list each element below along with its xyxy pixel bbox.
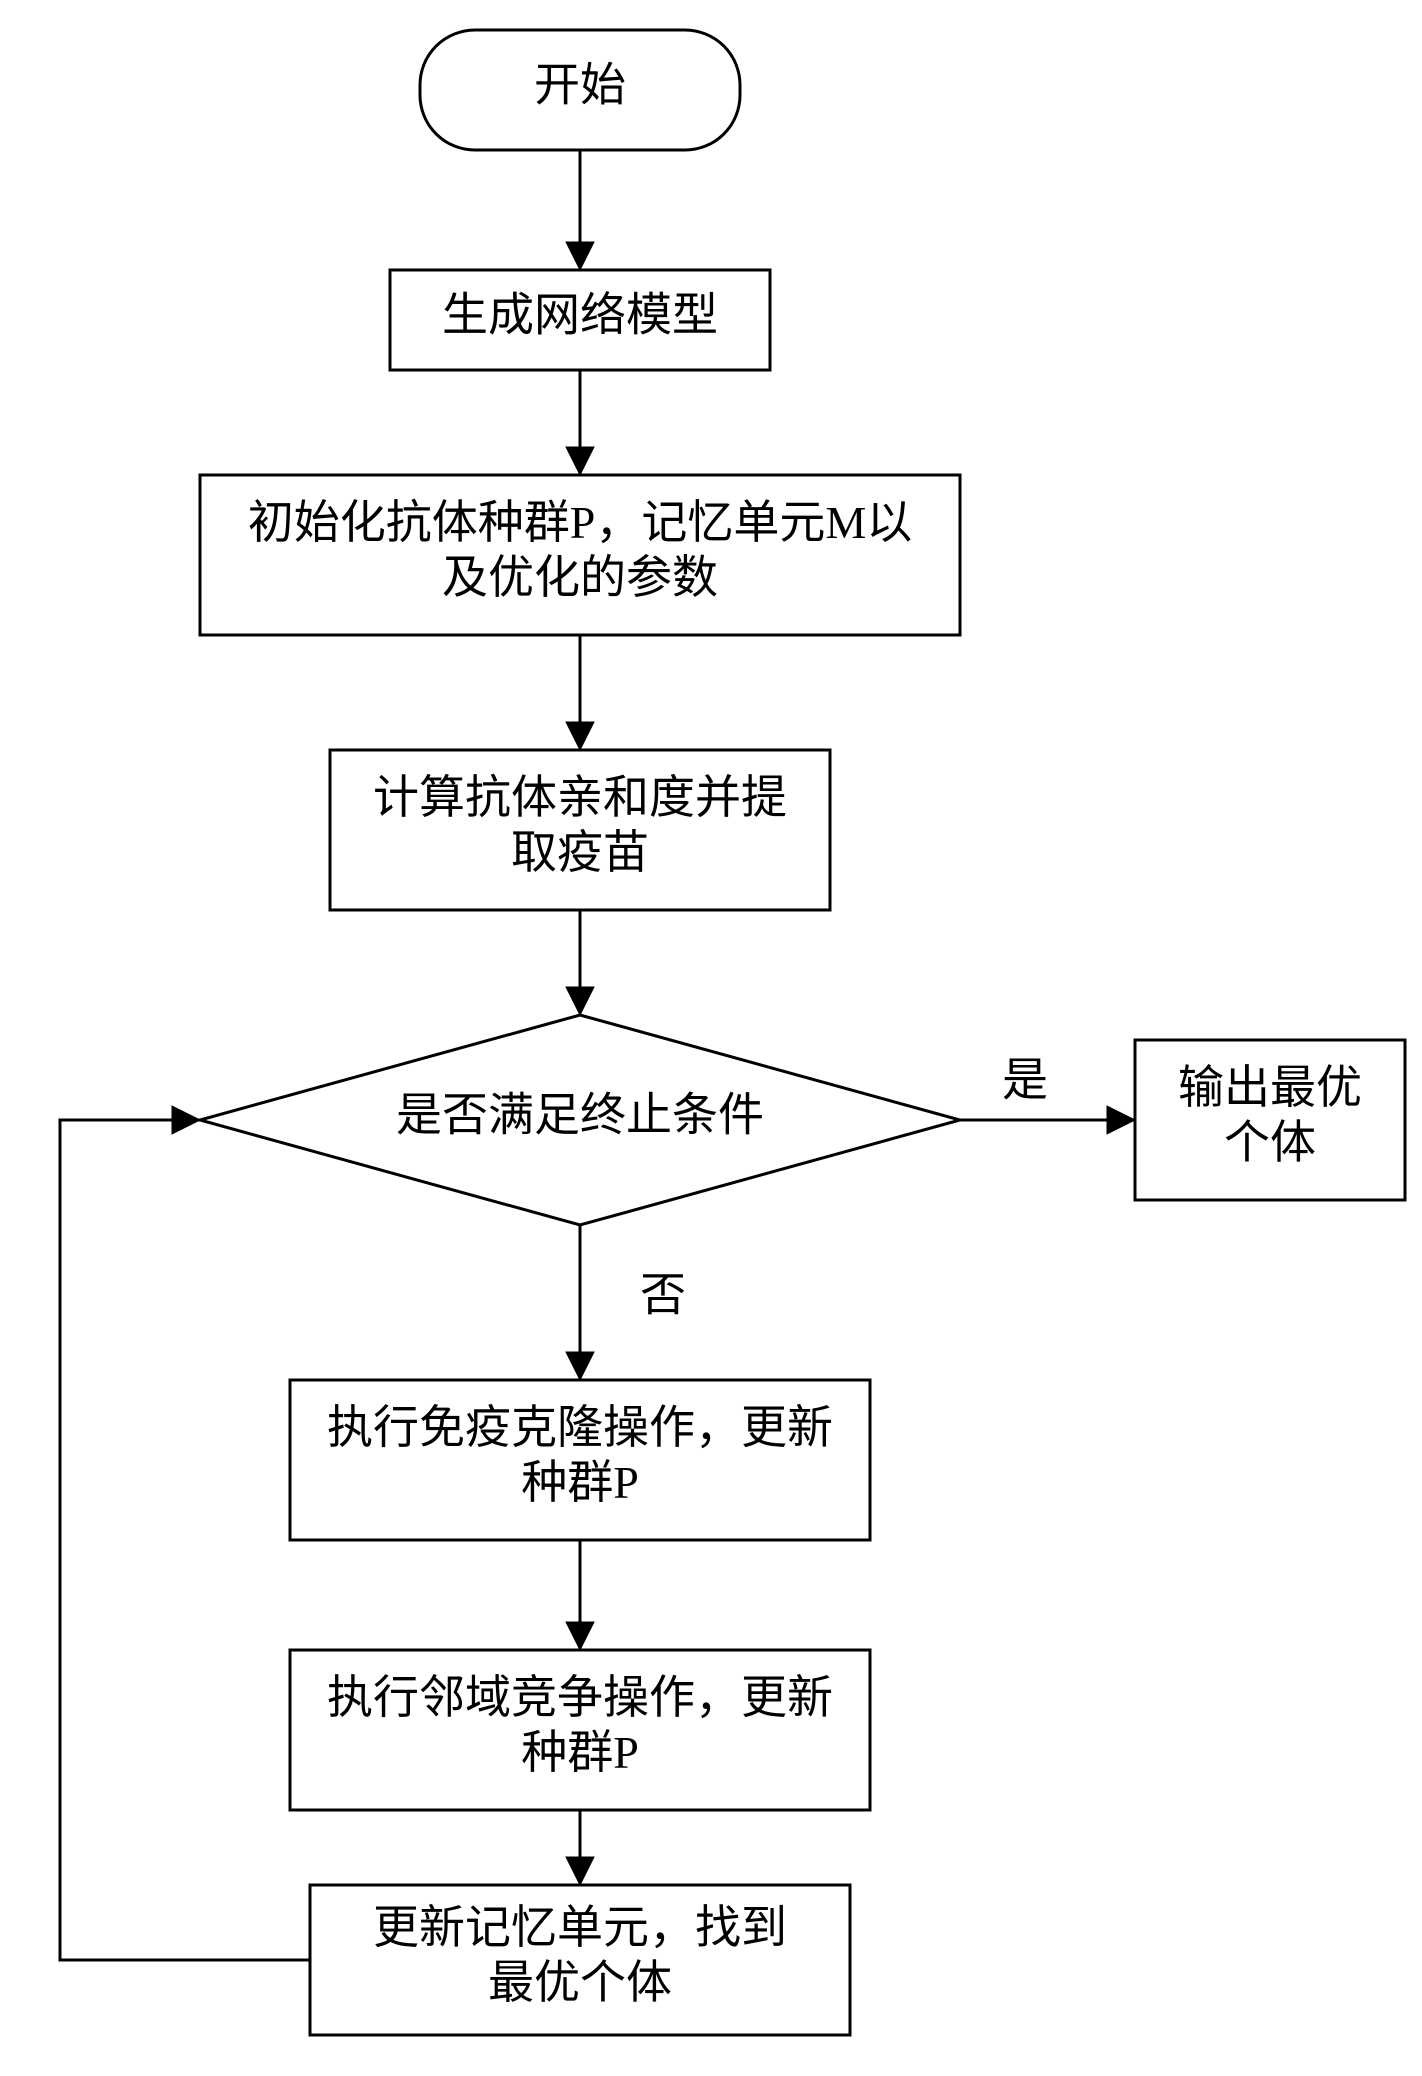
node-n6-text: 更新记忆单元，找到 — [373, 1902, 787, 1953]
node-start-text: 开始 — [534, 60, 626, 111]
node-out-text: 个体 — [1224, 1117, 1316, 1168]
node-n2-text: 及优化的参数 — [442, 552, 718, 603]
node-n5-text: 执行邻域竞争操作，更新 — [327, 1672, 833, 1723]
node-n6-text: 最优个体 — [488, 1957, 672, 2008]
flow-edge — [60, 1120, 310, 1960]
branch-label: 是 — [1002, 1055, 1048, 1106]
branch-label: 否 — [640, 1270, 686, 1321]
node-out-text: 输出最优 — [1178, 1062, 1362, 1113]
node-n1-text: 生成网络模型 — [442, 290, 718, 341]
node-n4-text: 执行免疫克隆操作，更新 — [327, 1402, 833, 1453]
node-n3-text: 计算抗体亲和度并提 — [373, 772, 787, 823]
node-n4-text: 种群P — [521, 1457, 639, 1508]
node-n2-text: 初始化抗体种群P，记忆单元M以 — [248, 497, 912, 548]
node-n3-text: 取疫苗 — [511, 827, 649, 878]
node-n5-text: 种群P — [521, 1727, 639, 1778]
node-dec-text: 是否满足终止条件 — [396, 1090, 764, 1141]
